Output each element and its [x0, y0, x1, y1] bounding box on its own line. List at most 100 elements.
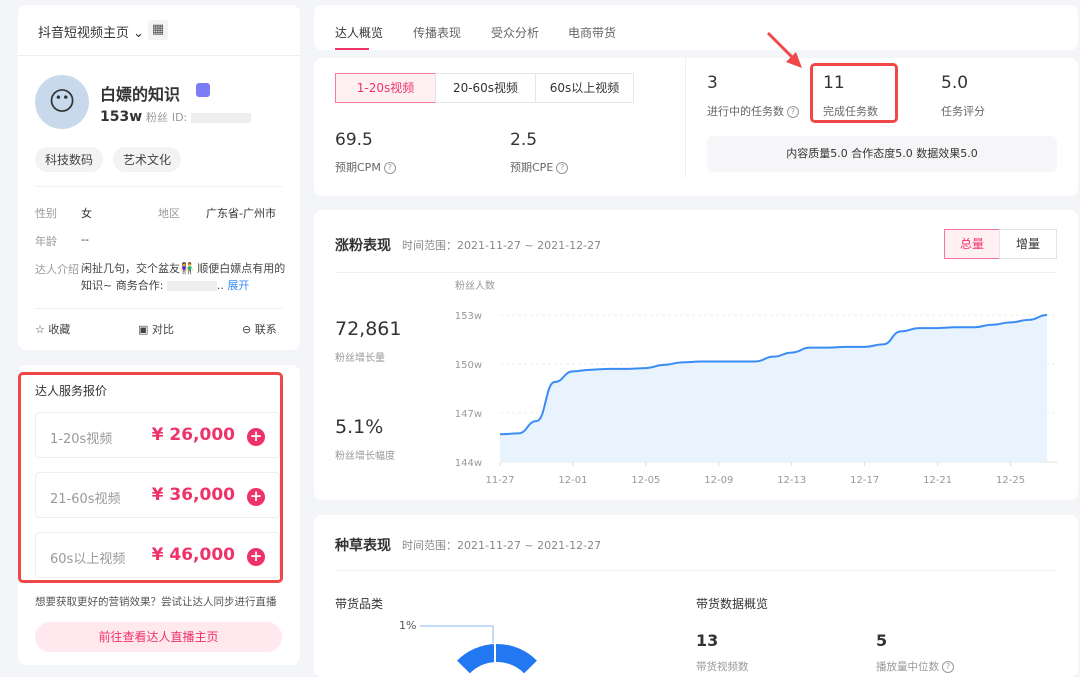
divider: [18, 55, 300, 56]
play-median-value: 5: [876, 631, 888, 650]
tag: 科技数码: [35, 147, 104, 172]
segment-1-20s[interactable]: 1-20s视频: [335, 73, 436, 103]
add-icon[interactable]: +: [247, 488, 265, 506]
profile-card: 抖音短视频主页 ⌄ ▦ 😶 白嫖的知识 153w 粉丝 ID: 科技数码 艺术文…: [18, 5, 300, 350]
follower-line: 153w 粉丝 ID:: [100, 109, 252, 125]
avatar[interactable]: 😶: [35, 75, 89, 129]
region-label: 地区: [158, 207, 180, 220]
creator-name: 白嫖的知识: [100, 85, 181, 104]
help-icon[interactable]: ?: [787, 106, 799, 118]
intro-label: 达人介绍: [35, 263, 79, 276]
cpe-label: 预期CPE?: [510, 159, 569, 175]
id-label: ID:: [171, 111, 188, 124]
segment-20-60s[interactable]: 20-60s视频: [435, 73, 536, 103]
age-label: 年龄: [35, 235, 57, 248]
sales-videos-value: 13: [696, 631, 719, 650]
qrcode-icon[interactable]: ▦: [148, 20, 168, 40]
cpm-value: 69.5: [335, 130, 373, 150]
task-score-value: 5.0: [941, 73, 969, 93]
intro-ellipsis: ..: [216, 279, 224, 292]
completed-tasks-value: 11: [823, 73, 845, 93]
cpm-label-text: 预期CPM: [335, 161, 381, 174]
favorite-label: 收藏: [48, 323, 71, 336]
active-tab-indicator: [335, 48, 369, 50]
play-median-label-text: 播放量中位数: [876, 661, 939, 673]
help-icon[interactable]: ?: [556, 162, 569, 174]
compare-label: 对比: [151, 323, 174, 336]
add-icon[interactable]: +: [247, 548, 265, 566]
overview-card: 1-20s视频 20-60s视频 60s以上视频 69.5 预期CPM? 2.5…: [314, 58, 1078, 196]
tab-audience[interactable]: 受众分析: [491, 26, 540, 40]
gender-value: 女: [81, 207, 92, 220]
toggle-increment[interactable]: 增量: [999, 229, 1057, 259]
x-tick-label: 12-25: [996, 475, 1025, 486]
platform-select[interactable]: 抖音短视频主页 ⌄: [38, 22, 144, 41]
intro-body: 闲扯几句，交个盆友👫 顺便白嫖点有用的知识~ 商务合作:: [81, 262, 286, 292]
divider: [35, 186, 283, 187]
price-row[interactable]: 1-20s视频 ¥ 26,000 +: [35, 412, 280, 458]
donut-callout-label: 1%: [399, 619, 417, 632]
fans-growth-value: 72,861: [335, 318, 402, 340]
message-icon: ⊖: [242, 323, 252, 336]
segment-60s-plus[interactable]: 60s以上视频: [535, 73, 634, 103]
cpe-value: 2.5: [510, 130, 538, 150]
category-donut: [420, 625, 537, 674]
contact-button[interactable]: ⊖ 联系: [242, 321, 277, 337]
seeding-card: 种草表现 时间范围：2021-11-27 ~ 2021-12-27 带货品类 带…: [314, 515, 1078, 677]
task-score-label: 任务评分: [941, 105, 985, 118]
intro-text: 闲扯几句，交个盆友👫 顺便白嫖点有用的知识~ 商务合作: .. 展开: [81, 260, 286, 294]
y-tick-label: 144w: [455, 458, 482, 469]
help-icon[interactable]: ?: [942, 661, 954, 673]
tab-overview[interactable]: 达人概览: [335, 26, 384, 40]
pricing-title: 达人服务报价: [35, 384, 108, 398]
follower-label: 粉丝: [146, 111, 168, 124]
fans-range: 时间范围：2021-11-27 ~ 2021-12-27: [402, 239, 602, 252]
star-icon: ☆: [35, 323, 45, 336]
age-value: --: [81, 233, 89, 246]
add-icon[interactable]: +: [247, 428, 265, 446]
tab-ecommerce[interactable]: 电商带货: [568, 26, 617, 40]
y-axis-label: 粉丝人数: [455, 279, 495, 292]
x-tick-label: 12-01: [558, 475, 587, 486]
fans-rate-value: 5.1%: [335, 416, 384, 438]
id-redacted: [191, 112, 252, 123]
price-label: 60s以上视频: [50, 552, 126, 567]
expand-link[interactable]: 展开: [227, 279, 250, 292]
seeding-range: 时间范围：2021-11-27 ~ 2021-12-27: [402, 539, 602, 552]
fans-chart: 粉丝人数 144w 147w 150w 153w 11-27 12-01 12-05 12-09…: [455, 279, 1058, 486]
y-tick-label: 150w: [455, 360, 482, 371]
gender-label: 性别: [35, 207, 57, 220]
follower-count: 153w: [100, 109, 143, 125]
favorite-button[interactable]: ☆ 收藏: [35, 321, 70, 337]
live-page-button[interactable]: 前往查看达人直播主页: [35, 622, 282, 652]
help-icon[interactable]: ?: [383, 162, 396, 174]
pricing-card: 达人服务报价 1-20s视频 ¥ 26,000 + 21-60s视频 ¥ 36,000…: [18, 365, 300, 665]
shop-badge-icon: [196, 83, 210, 97]
toggle-total[interactable]: 总量: [944, 229, 1000, 259]
ongoing-tasks-value: 3: [707, 73, 718, 93]
price-value: ¥ 36,000: [151, 485, 235, 505]
price-row[interactable]: 21-60s视频 ¥ 36,000 +: [35, 472, 280, 518]
x-tick-label: 12-05: [631, 475, 660, 486]
chevron-down-icon: ⌄: [133, 26, 145, 41]
x-tick-label: 12-09: [704, 475, 733, 486]
annotation-arrow: [766, 31, 802, 68]
compare-icon: ▣: [138, 323, 149, 336]
y-tick-label: 147w: [455, 409, 482, 420]
category-title: 带货品类: [335, 597, 384, 611]
divider: [335, 272, 1057, 273]
fans-growth-label: 粉丝增长量: [335, 353, 385, 364]
contact-label: 联系: [254, 323, 277, 336]
compare-button[interactable]: ▣ 对比: [138, 321, 174, 337]
tab-spread[interactable]: 传播表现: [413, 26, 462, 40]
annotation-box-completed: [810, 63, 898, 123]
y-tick-label: 153w: [455, 311, 482, 322]
completed-tasks-label: 完成任务数: [823, 105, 878, 118]
price-row[interactable]: 60s以上视频 ¥ 46,000 +: [35, 532, 280, 578]
platform-select-label: 抖音短视频主页: [38, 26, 130, 41]
tab-bar: 达人概览 传播表现 受众分析 电商带货: [314, 5, 1078, 50]
fans-title: 涨粉表现: [335, 238, 391, 254]
price-label: 1-20s视频: [50, 432, 113, 447]
divider: [335, 570, 1057, 571]
cpe-label-text: 预期CPE: [510, 161, 554, 174]
